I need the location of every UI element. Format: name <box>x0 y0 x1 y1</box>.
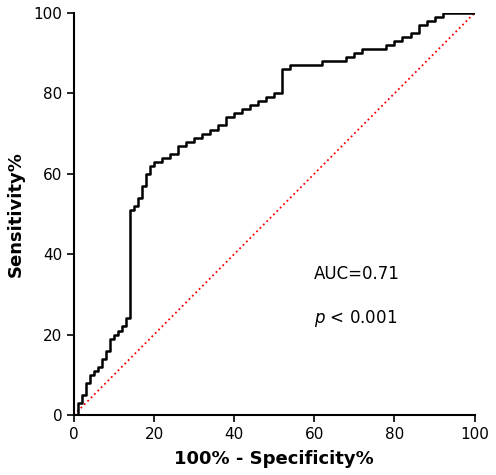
Text: AUC=0.71: AUC=0.71 <box>314 265 400 283</box>
Text: $\it{p}$ < 0.001: $\it{p}$ < 0.001 <box>314 308 398 329</box>
Y-axis label: Sensitivity%: Sensitivity% <box>7 151 25 277</box>
X-axis label: 100% - Specificity%: 100% - Specificity% <box>175 450 374 468</box>
